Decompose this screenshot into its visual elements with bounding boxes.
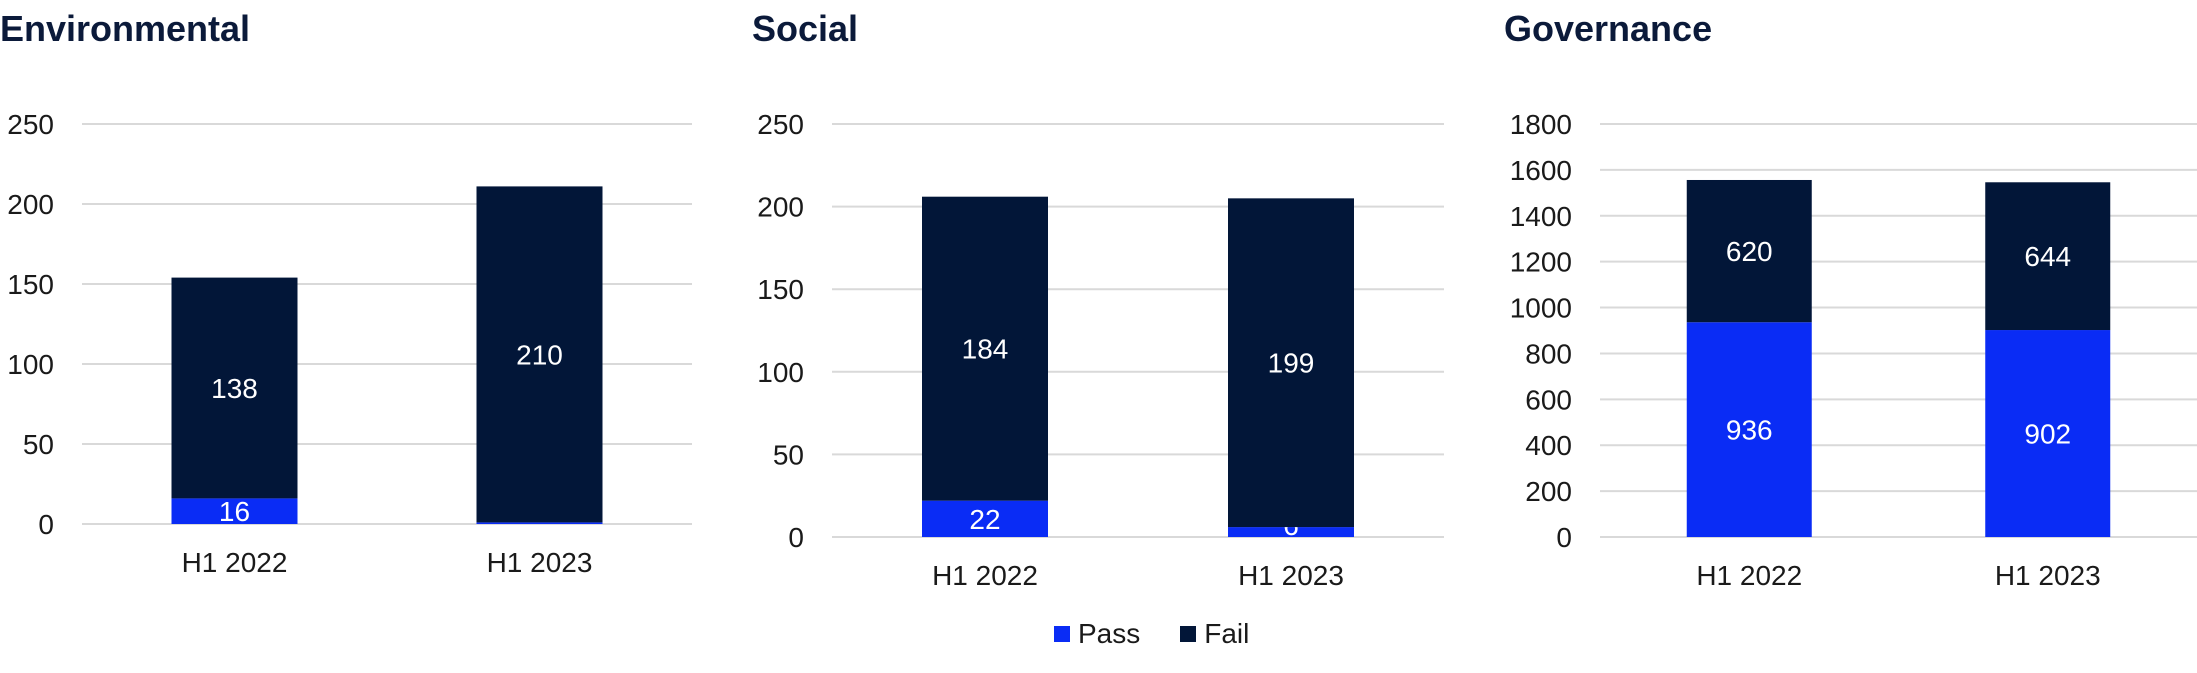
data-label: 620 — [1726, 236, 1773, 267]
bar-fail — [1228, 198, 1354, 528]
data-label: 644 — [2024, 241, 2071, 272]
bar-fail — [1686, 179, 1812, 323]
x-tick-label: H1 2022 — [932, 560, 1038, 591]
legend: Pass Fail — [1054, 618, 1249, 650]
bar-pass — [1985, 330, 2111, 537]
legend-label: Fail — [1204, 618, 1250, 649]
bar-fail — [476, 186, 603, 523]
y-tick-label: 1000 — [1510, 293, 1572, 324]
x-tick-label: H1 2023 — [1238, 560, 1344, 591]
governance-chart: 0 200 400 600 800 1000 1200 1400 1600 1800 936 620 H… — [1510, 109, 2197, 591]
bar-pass — [1228, 527, 1354, 537]
y-tick-label: 100 — [7, 349, 54, 380]
legend-label: Pass — [1078, 618, 1141, 649]
x-tick-label: H1 2023 — [487, 547, 593, 578]
data-label: 138 — [211, 373, 258, 404]
bar-pass — [922, 500, 1048, 537]
y-tick-label: 50 — [23, 429, 54, 460]
governance-panel: Governance 0 200 400 600 800 1000 1200 1400 1600… — [1504, 0, 2197, 600]
x-tick-label: H1 2023 — [1995, 560, 2101, 591]
y-tick-label: 600 — [1525, 384, 1572, 415]
y-tick-label: 0 — [38, 509, 54, 540]
chart-title: Governance — [1504, 8, 1713, 49]
data-label: 936 — [1726, 415, 1773, 446]
bar-fail — [922, 196, 1048, 501]
x-tick-label: H1 2022 — [1696, 560, 1802, 591]
bar-pass — [171, 498, 298, 524]
y-tick-label: 0 — [788, 522, 804, 553]
data-label: 199 — [1268, 348, 1315, 379]
data-label: 22 — [969, 504, 1000, 535]
bar-fail — [1985, 182, 2111, 331]
bar-pass — [476, 522, 603, 524]
y-tick-label: 1600 — [1510, 155, 1572, 186]
bar-fail — [171, 277, 298, 499]
y-tick-label: 1200 — [1510, 247, 1572, 278]
y-tick-label: 250 — [7, 109, 54, 140]
y-tick-label: 250 — [757, 109, 804, 140]
y-tick-label: 800 — [1525, 338, 1572, 369]
y-tick-label: 150 — [7, 269, 54, 300]
y-tick-label: 100 — [757, 357, 804, 388]
y-tick-label: 150 — [757, 274, 804, 305]
chart-title: Social — [752, 8, 859, 49]
y-tick-label: 400 — [1525, 430, 1572, 461]
legend-swatch-pass — [1054, 626, 1070, 642]
y-tick-label: 200 — [7, 189, 54, 220]
data-label: 210 — [516, 339, 563, 370]
bar-pass — [1686, 322, 1812, 537]
y-tick-label: 1400 — [1510, 201, 1572, 232]
y-tick-label: 0 — [1556, 522, 1572, 553]
data-label: 902 — [2024, 419, 2071, 450]
legend-item-fail: Fail — [1180, 618, 1249, 650]
data-label: 16 — [219, 496, 250, 527]
legend-item-pass: Pass — [1054, 618, 1140, 650]
legend-swatch-fail — [1180, 626, 1197, 642]
environmental-panel: Environmental 0 50 100 150 200 250 16 138 H1 202… — [0, 0, 700, 600]
chart-title: Environmental — [0, 8, 251, 49]
y-tick-label: 50 — [773, 439, 804, 470]
y-tick-label: 200 — [757, 192, 804, 223]
data-label: 184 — [962, 334, 1009, 365]
y-tick-label: 1800 — [1510, 109, 1572, 140]
x-tick-label: H1 2022 — [182, 547, 288, 578]
y-tick-label: 200 — [1525, 476, 1572, 507]
